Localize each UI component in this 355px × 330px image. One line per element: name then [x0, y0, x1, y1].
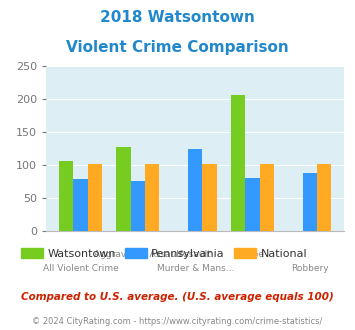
Text: Rape: Rape	[241, 250, 264, 259]
Text: All Violent Crime: All Violent Crime	[43, 264, 119, 273]
Text: Aggravated Assault: Aggravated Assault	[94, 250, 182, 259]
Bar	[245, 178, 260, 231]
Legend: Watsontown, Pennsylvania, National: Watsontown, Pennsylvania, National	[16, 244, 312, 263]
Bar	[116, 147, 131, 231]
Bar	[59, 161, 73, 231]
Bar	[317, 164, 332, 231]
Text: Assault: Assault	[179, 250, 212, 259]
Bar	[131, 181, 145, 231]
Text: Compared to U.S. average. (U.S. average equals 100): Compared to U.S. average. (U.S. average …	[21, 292, 334, 302]
Bar	[260, 164, 274, 231]
Text: 2018 Watsontown: 2018 Watsontown	[100, 10, 255, 25]
Bar	[231, 95, 245, 231]
Bar	[202, 164, 217, 231]
Text: Murder & Mans...: Murder & Mans...	[157, 264, 234, 273]
Text: Violent Crime Comparison: Violent Crime Comparison	[66, 40, 289, 54]
Bar	[303, 173, 317, 231]
Bar	[145, 164, 159, 231]
Text: © 2024 CityRating.com - https://www.cityrating.com/crime-statistics/: © 2024 CityRating.com - https://www.city…	[32, 317, 323, 326]
Text: Robbery: Robbery	[291, 264, 329, 273]
Bar	[73, 179, 88, 231]
Bar	[88, 164, 102, 231]
Bar	[188, 149, 202, 231]
